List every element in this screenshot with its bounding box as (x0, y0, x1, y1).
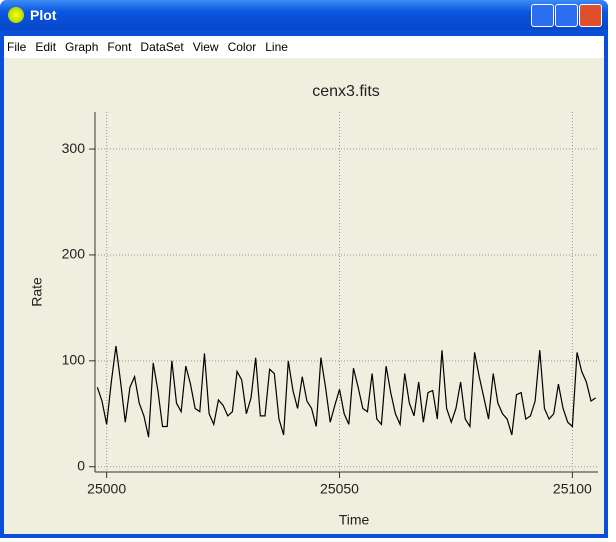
menu-item[interactable]: Font (107, 40, 132, 54)
y-tick-label: 200 (62, 246, 86, 262)
window-title: Plot (30, 7, 57, 23)
maximize-button[interactable] (555, 4, 578, 27)
x-tick-label: 25100 (553, 481, 592, 497)
title-bar: Plot (0, 0, 608, 30)
x-axis-label: Time (339, 512, 370, 528)
menu-item[interactable]: DataSet (140, 40, 184, 54)
menu-item[interactable]: Color (227, 40, 257, 54)
menu-item[interactable]: File (7, 40, 27, 54)
x-tick-label: 25000 (87, 481, 126, 497)
plot-area (4, 58, 604, 534)
window: Plot File Edit Graph Font DataSet View Color Li… (0, 0, 608, 538)
y-tick-label: 300 (62, 140, 86, 156)
menu-item[interactable]: Edit (35, 40, 57, 54)
menu-item[interactable]: Line (265, 40, 288, 54)
y-tick-label: 100 (62, 352, 86, 368)
app-icon (8, 7, 24, 23)
minimize-button[interactable] (531, 4, 554, 27)
x-tick-label: 25050 (320, 481, 359, 497)
menu-item[interactable]: View (192, 40, 219, 54)
menu-item[interactable]: Graph (65, 40, 99, 54)
close-button[interactable] (579, 4, 602, 27)
y-tick-label: 0 (77, 457, 85, 473)
menu-bar: File Edit Graph Font DataSet View Color Line (4, 36, 604, 58)
data-line (96, 345, 597, 438)
chart-title: cenx3.fits (312, 83, 380, 100)
y-axis-label: Rate (29, 277, 45, 307)
